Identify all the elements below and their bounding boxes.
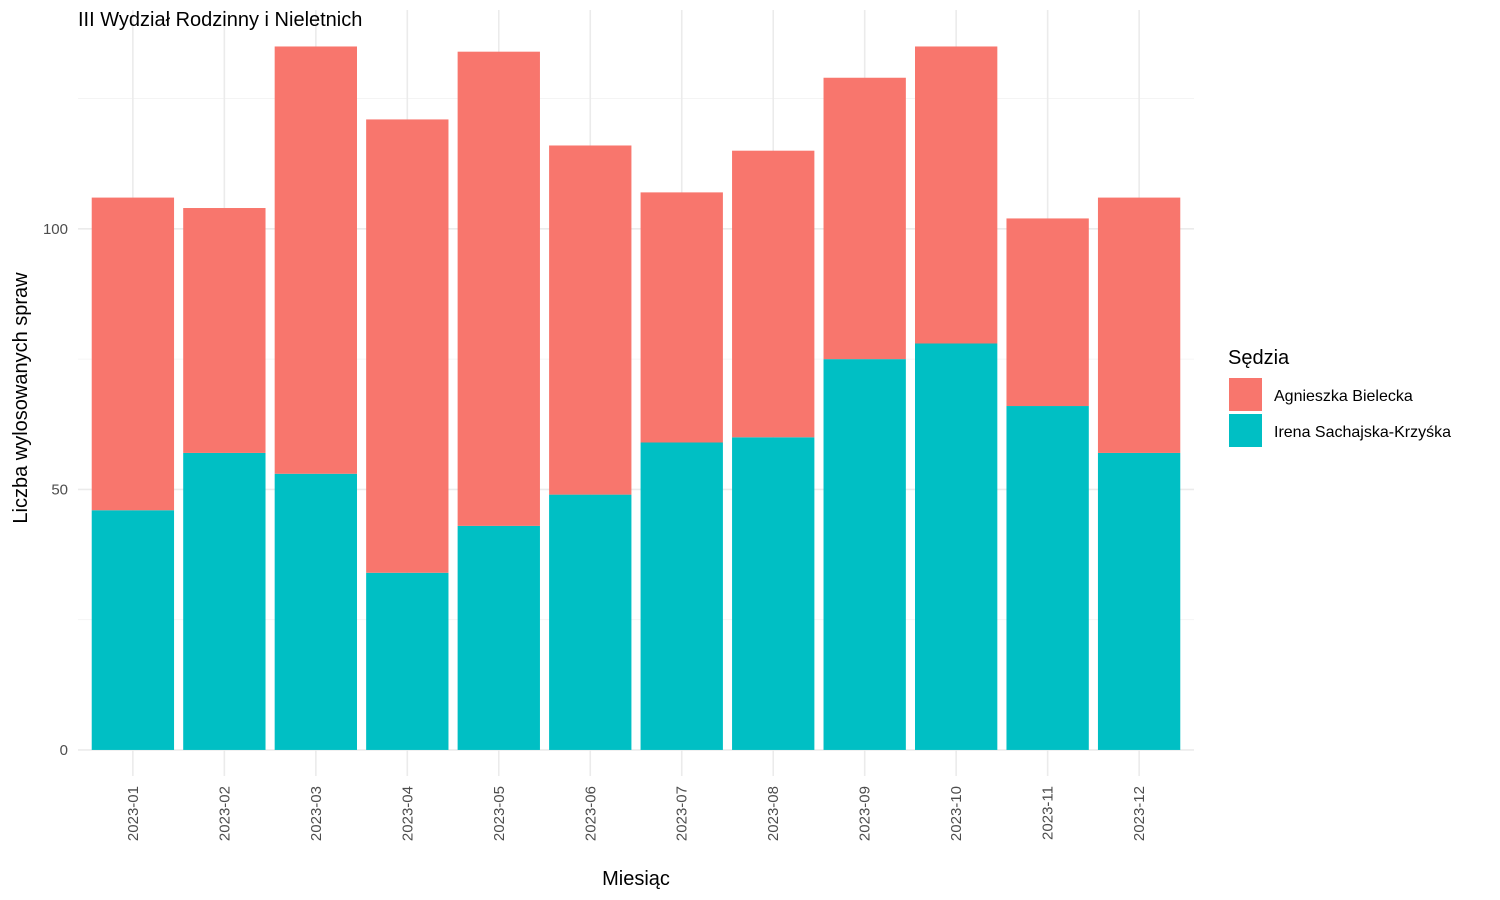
- x-tick-label: 2023-07: [674, 786, 691, 841]
- bar-segment: [183, 208, 266, 453]
- bar-segment: [549, 494, 632, 750]
- bar-segment: [1006, 406, 1089, 750]
- bar-segment: [366, 572, 449, 750]
- bar-segment: [457, 525, 540, 750]
- x-tick-label: 2023-08: [765, 786, 782, 841]
- legend-label: Irena Sachajska-Krzyśka: [1274, 424, 1451, 441]
- legend-swatch: [1229, 378, 1262, 411]
- bar-segment: [91, 197, 175, 511]
- x-tick-label: 2023-03: [308, 786, 325, 841]
- bar-segment: [823, 77, 906, 360]
- y-tick-label: 0: [60, 742, 68, 759]
- x-axis-title: Miesiąc: [602, 868, 670, 890]
- bar-segment: [274, 473, 357, 750]
- x-tick-label: 2023-12: [1131, 786, 1148, 841]
- bar-segment: [915, 46, 998, 344]
- bar-segment: [915, 343, 998, 750]
- bar-segment: [823, 359, 906, 750]
- x-axis-ticks: 2023-01 2023-02 2023-03 2023-04 2023-05 2023-…: [125, 786, 1148, 841]
- bar-segment: [640, 192, 723, 443]
- bar-segment: [366, 119, 449, 573]
- chart-title: III Wydział Rodzinny i Nieletnich: [78, 9, 362, 31]
- x-tick-label: 2023-09: [857, 786, 874, 841]
- legend-title: Sędzia: [1228, 347, 1290, 369]
- bar-segment: [274, 46, 357, 474]
- x-tick-label: 2023-06: [582, 786, 599, 841]
- legend: Sędzia Agnieszka Bielecka Irena Sachajska…: [1228, 347, 1451, 447]
- bar-segment: [1006, 218, 1089, 407]
- bars: [91, 46, 1181, 750]
- x-tick-label: 2023-10: [948, 786, 965, 841]
- bar-segment: [1097, 452, 1181, 750]
- legend-label: Agnieszka Bielecka: [1274, 388, 1413, 405]
- x-tick-label: 2023-04: [399, 786, 416, 841]
- x-tick-label: 2023-05: [491, 786, 508, 841]
- bar-segment: [1097, 197, 1181, 453]
- x-tick-label: 2023-01: [125, 786, 142, 841]
- x-tick-label: 2023-11: [1040, 786, 1057, 840]
- y-axis-ticks: 0 50 100: [43, 221, 68, 759]
- bar-segment: [732, 437, 815, 750]
- bar-segment: [732, 150, 815, 438]
- x-tick-label: 2023-02: [216, 786, 233, 841]
- y-tick-label: 50: [51, 481, 68, 498]
- bar-segment: [640, 442, 723, 750]
- y-axis-title: Liczba wylosowanych spraw: [10, 272, 32, 524]
- bar-segment: [549, 145, 632, 495]
- bar-segment: [91, 510, 175, 750]
- bar-segment: [183, 452, 266, 750]
- legend-swatch: [1229, 414, 1262, 447]
- y-tick-label: 100: [43, 221, 68, 238]
- bar-segment: [457, 51, 540, 526]
